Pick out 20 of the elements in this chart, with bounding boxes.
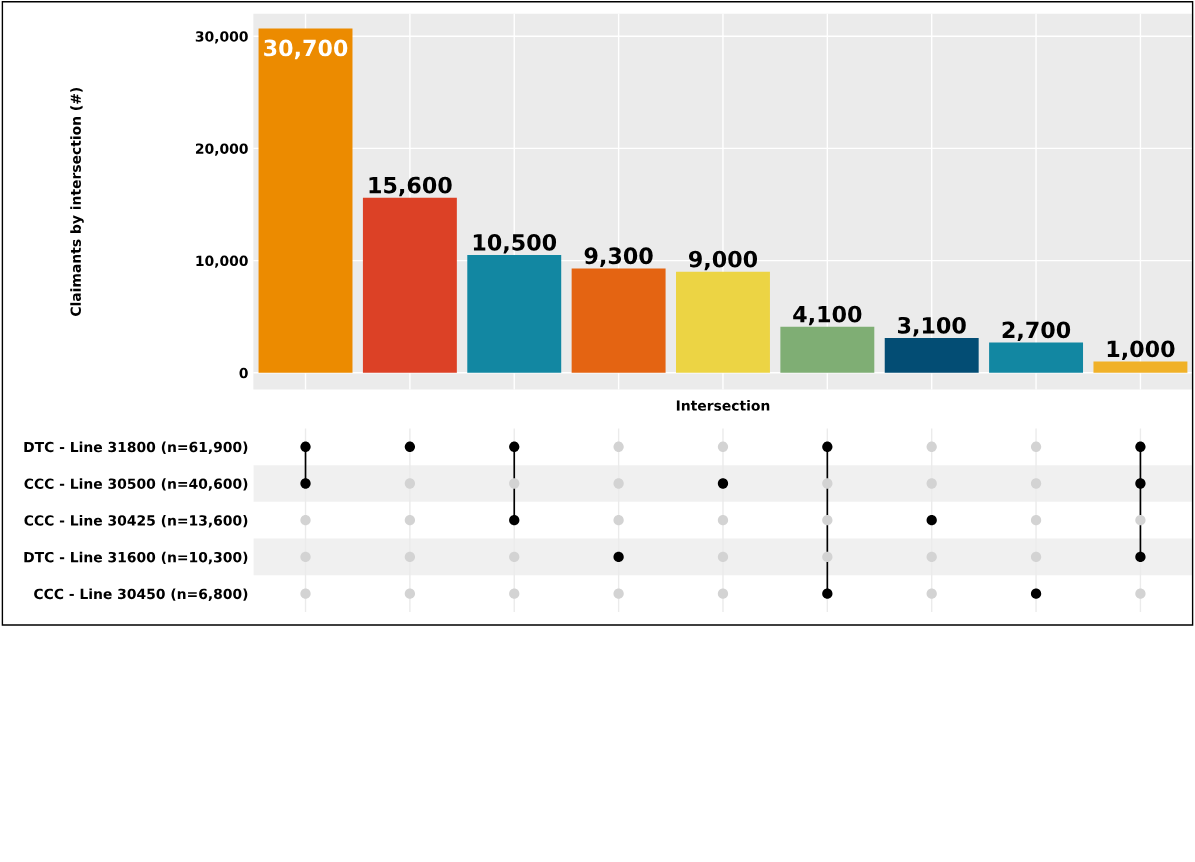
category-label: DTC - Line 31600 (n=10,300) [24, 551, 248, 565]
y-axis-title: Claimants by intersection (#) [70, 87, 84, 316]
y-tick-label: 20,000 [195, 143, 248, 156]
data-label: 9,300 [584, 247, 653, 267]
y-tick-label: 30,000 [195, 31, 248, 44]
category-label: CCC - Line 30425 (n=13,600) [24, 514, 248, 528]
data-label: 1,000 [1107, 340, 1175, 361]
data-label: 30,700 [264, 39, 348, 60]
data-label: 2,700 [1002, 321, 1071, 342]
data-label: 4,100 [793, 305, 862, 326]
category-label: CCC - Line 30500 (n=40,600) [24, 478, 248, 491]
data-label: 3,100 [898, 316, 966, 337]
data-label: 10,500 [473, 233, 557, 254]
data-label: 15,600 [369, 176, 452, 197]
category-label: DTC - Line 31800 (n=61,900) [24, 441, 248, 455]
category-label: CCC - Line 30450 (n=6,800) [34, 588, 248, 601]
y-tick-label: 0 [239, 367, 248, 379]
x-axis-title: Intersection [676, 400, 770, 411]
y-tick-label: 10,000 [196, 255, 248, 268]
data-label: 9,000 [688, 250, 758, 271]
